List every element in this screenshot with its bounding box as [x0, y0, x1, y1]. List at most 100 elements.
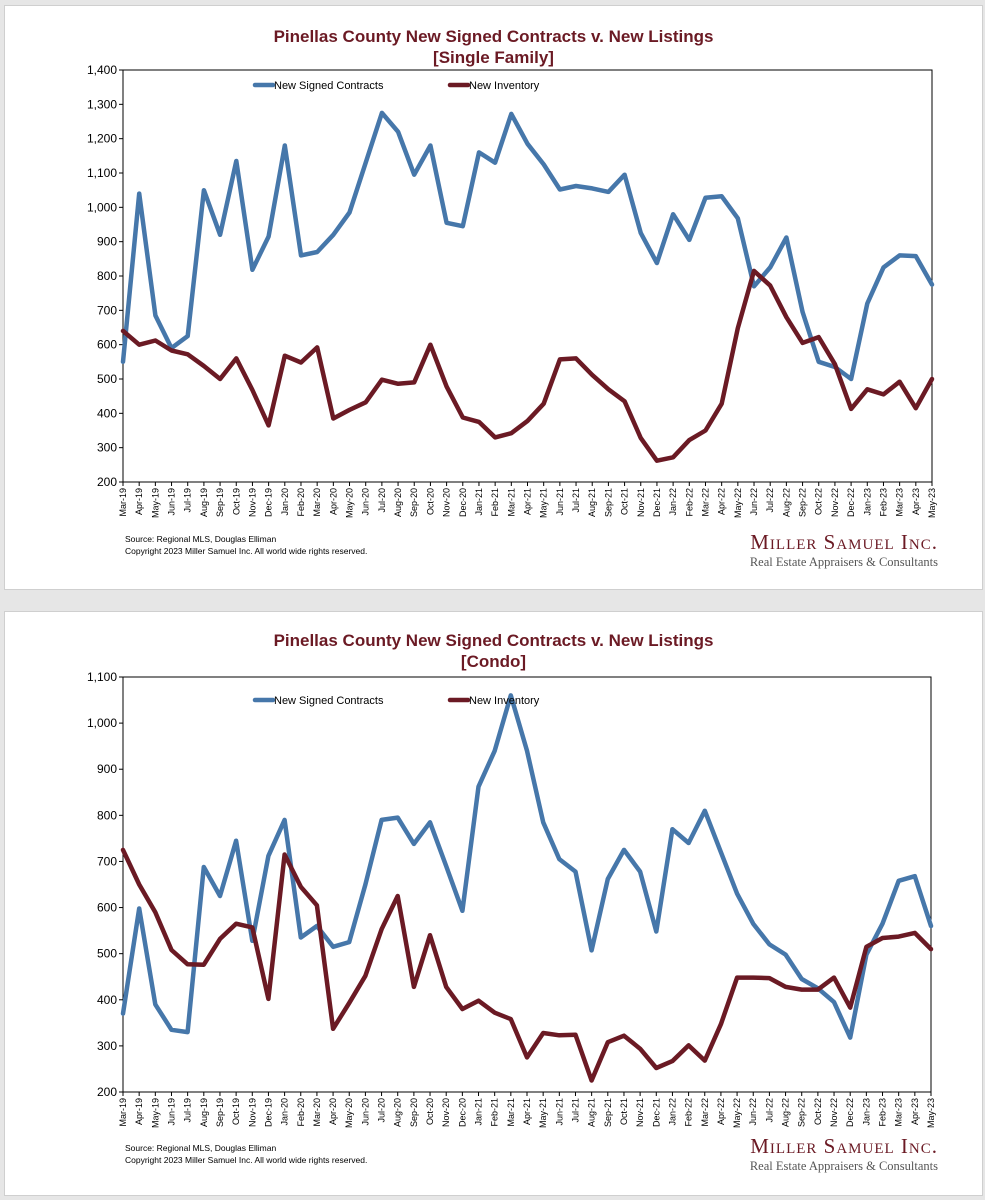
x-tick-label: Apr-20 [328, 488, 338, 515]
y-tick-label: 400 [97, 993, 117, 1007]
x-tick-label: Aug-21 [587, 1098, 597, 1127]
brand-tagline: Real Estate Appraisers & Consultants [749, 555, 938, 569]
x-tick-label: Oct-19 [231, 1098, 241, 1125]
x-tick-label: Oct-21 [620, 488, 630, 515]
chart-title-block: Pinellas County New Signed Contracts v. … [5, 630, 982, 672]
x-tick-label: Mar-23 [894, 1098, 904, 1127]
x-tick-label: Aug-21 [587, 488, 597, 517]
x-tick-label: Oct-20 [425, 488, 435, 515]
x-tick-label: Jul-20 [377, 488, 387, 513]
x-tick-label: Feb-23 [878, 1098, 888, 1127]
x-tick-label: Nov-20 [441, 1098, 451, 1127]
x-tick-label: Aug-19 [199, 1098, 209, 1127]
y-tick-label: 300 [97, 441, 117, 455]
brand-tagline: Real Estate Appraisers & Consultants [749, 1159, 938, 1173]
x-tick-label: Oct-19 [231, 488, 241, 515]
y-tick-label: 800 [97, 269, 117, 283]
x-tick-label: Jul-19 [183, 1098, 193, 1123]
y-tick-label: 300 [97, 1039, 117, 1053]
y-tick-label: 1,000 [87, 200, 117, 214]
x-tick-label: Jul-22 [764, 1098, 774, 1123]
x-tick-label: Dec-20 [457, 1098, 467, 1127]
series-line-inventory [120, 268, 935, 463]
x-tick-label: Feb-22 [684, 488, 694, 517]
x-tick-label: Nov-21 [636, 488, 646, 517]
x-tick-label: Feb-21 [490, 488, 500, 517]
x-tick-label: Dec-22 [845, 1098, 855, 1127]
legend-label: New Inventory [469, 80, 540, 92]
line-chart-condo: 200 300 400 500 600 700 800 900 1,000 1,100 Mar-19… [87, 670, 936, 1128]
legend-label: New Inventory [469, 695, 540, 707]
x-tick-label: Aug-19 [199, 488, 209, 517]
x-tick-label: Jun-21 [555, 488, 565, 516]
x-tick-label: Apr-22 [716, 1098, 726, 1125]
x-tick-label: Feb-23 [878, 488, 888, 517]
source-note: Source: Regional MLS, Douglas Elliman Co… [125, 1142, 367, 1166]
x-tick-label: May-22 [732, 1098, 742, 1128]
x-tick-label: Jan-20 [280, 488, 290, 516]
x-tick-label: May-22 [733, 488, 743, 518]
x-tick-label: Mar-20 [312, 488, 322, 517]
x-tick-label: Mar-21 [506, 488, 516, 517]
chart-title-block: Pinellas County New Signed Contracts v. … [5, 26, 982, 68]
x-tick-label: Oct-22 [814, 488, 824, 515]
x-tick-label: Jun-19 [167, 488, 177, 516]
x-tick-label: Feb-20 [296, 1098, 306, 1127]
x-tick-label: Sep-20 [409, 488, 419, 517]
series-line-inventory [120, 847, 934, 1083]
x-tick-label: Jun-20 [360, 1098, 370, 1126]
x-tick-label: Jul-21 [570, 1098, 580, 1123]
x-tick-label: Dec-21 [651, 1098, 661, 1127]
x-tick-label: May-21 [539, 488, 549, 518]
x-tick-label: Apr-23 [911, 488, 921, 515]
x-tick-label: Jun-21 [554, 1098, 564, 1126]
x-tick-label: Dec-21 [652, 488, 662, 517]
x-tick-label: Nov-21 [635, 1098, 645, 1127]
y-tick-label: 600 [97, 901, 117, 915]
x-tick-label: Apr-21 [522, 1098, 532, 1125]
source-note: Source: Regional MLS, Douglas Elliman Co… [125, 533, 367, 557]
x-tick-label: Mar-21 [506, 1098, 516, 1127]
y-tick-label: 1,100 [87, 670, 117, 684]
x-tick-label: Sep-21 [603, 488, 613, 517]
y-tick-label: 1,300 [87, 97, 117, 111]
chart-title: Pinellas County New Signed Contracts v. … [273, 631, 714, 650]
x-tick-label: Mar-23 [895, 488, 905, 517]
x-tick-label: Apr-19 [134, 488, 144, 515]
x-tick-label: Mar-19 [118, 1098, 128, 1127]
x-tick-label: Oct-21 [619, 1098, 629, 1125]
x-tick-label: Sep-21 [603, 1098, 613, 1127]
x-tick-label: Sep-19 [215, 488, 225, 517]
brand-name: Miller Samuel Inc. [750, 1134, 938, 1158]
y-tick-label: 900 [97, 235, 117, 249]
x-tick-label: Dec-20 [458, 488, 468, 517]
x-tick-label: Apr-19 [134, 1098, 144, 1125]
x-tick-label: Jul-21 [571, 488, 581, 513]
x-tick-label: Jan-23 [861, 1098, 871, 1126]
x-tick-label: May-21 [538, 1098, 548, 1128]
x-tick-label: Jul-19 [183, 488, 193, 513]
legend-label: New Signed Contracts [274, 695, 384, 707]
x-tick-label: Nov-20 [442, 488, 452, 517]
x-tick-label: Jan-23 [862, 488, 872, 516]
source-text: Source: Regional MLS, Douglas Elliman [125, 1143, 277, 1153]
x-tick-label: Jun-22 [748, 1098, 758, 1126]
x-tick-label: Sep-22 [797, 1098, 807, 1127]
x-tick-label: Apr-23 [910, 1098, 920, 1125]
series-line-contracts [120, 110, 935, 382]
chart-subtitle: [Single Family] [433, 48, 554, 67]
x-tick-label: Aug-22 [781, 1098, 791, 1127]
x-tick-label: Aug-22 [781, 488, 791, 517]
y-tick-label: 1,000 [87, 716, 117, 730]
chart-subtitle: [Condo] [460, 652, 527, 671]
y-tick-label: 1,200 [87, 132, 117, 146]
x-tick-label: Sep-20 [409, 1098, 419, 1127]
x-tick-label: Apr-22 [717, 488, 727, 515]
x-tick-label: May-23 [926, 1098, 936, 1128]
x-tick-label: May-19 [150, 488, 160, 518]
x-tick-label: Mar-22 [700, 488, 710, 517]
x-tick-label: Nov-22 [830, 488, 840, 517]
y-tick-label: 1,400 [87, 63, 117, 77]
y-tick-label: 500 [97, 947, 117, 961]
y-tick-label: 700 [97, 854, 117, 868]
